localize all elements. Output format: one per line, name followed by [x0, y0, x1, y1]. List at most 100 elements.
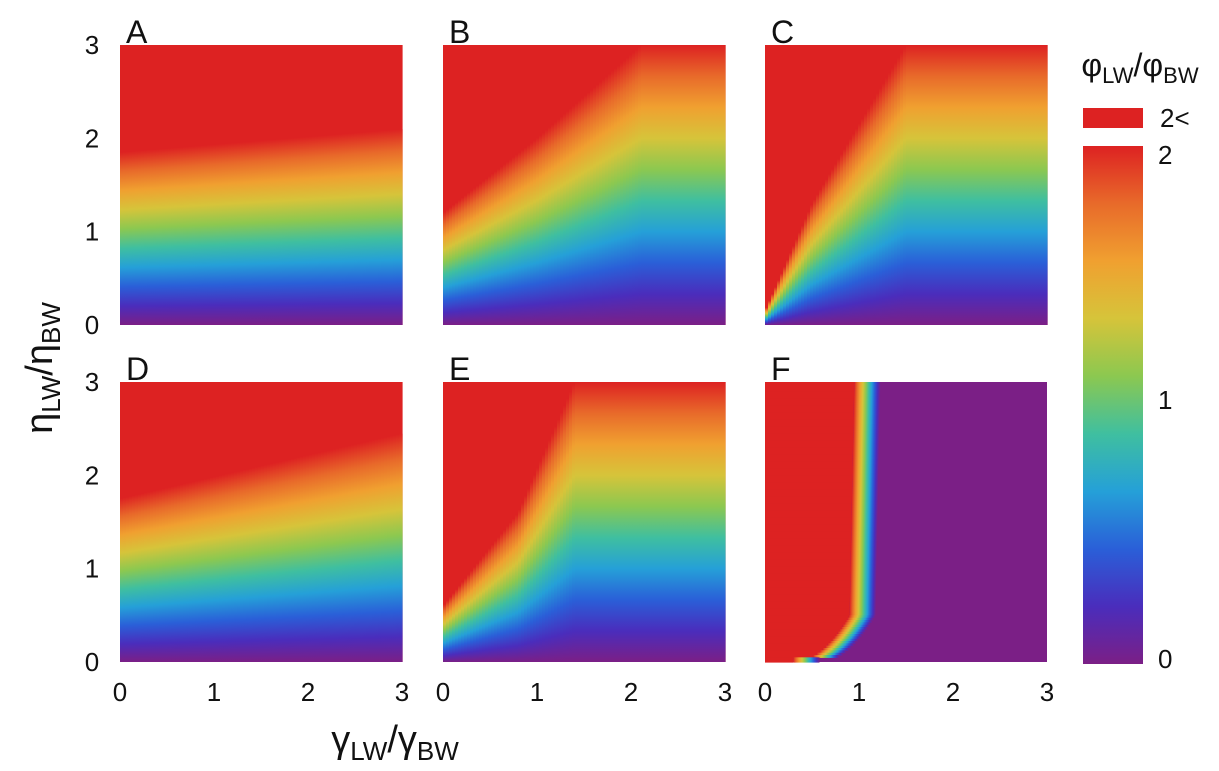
heatmap-column — [1041, 45, 1045, 325]
heatmap-column — [144, 492, 148, 662]
heatmap-column — [464, 578, 468, 662]
y-tick-label: 2 — [85, 460, 99, 490]
heatmap-column — [545, 129, 549, 325]
heatmap-column — [629, 54, 633, 325]
heatmap-column — [683, 382, 687, 662]
heatmap-row-red — [765, 449, 853, 453]
heatmap-row-red — [765, 659, 794, 663]
heatmap-row-transition — [835, 634, 863, 637]
heatmap-column — [545, 447, 549, 662]
heatmap-row-transition — [849, 608, 877, 612]
heatmap-column — [620, 62, 624, 325]
heatmap-column — [138, 150, 142, 325]
heatmap-column — [204, 145, 208, 325]
heatmap-column — [291, 458, 295, 662]
heatmap-column — [198, 145, 202, 325]
heatmap-column — [1005, 45, 1009, 325]
heatmap-column — [524, 495, 528, 662]
heatmap-column — [602, 78, 606, 325]
heatmap-column — [360, 442, 364, 662]
heatmap-row-red — [765, 547, 851, 551]
heatmap-panel-e: E — [443, 351, 726, 662]
heatmap-column — [210, 144, 214, 325]
heatmap-column — [611, 70, 615, 326]
heatmap-column — [578, 100, 582, 325]
heatmap-column — [527, 488, 531, 662]
heatmap-row-transition — [853, 426, 880, 430]
heatmap-column — [225, 473, 229, 662]
heatmap-column — [363, 132, 367, 325]
heatmap-column — [969, 45, 973, 325]
heatmap-cell-red — [491, 382, 495, 662]
heatmap-column — [366, 131, 370, 325]
heatmap-cell-red — [801, 45, 805, 325]
heatmap-column — [345, 446, 349, 662]
heatmap-row-red — [765, 624, 843, 628]
heatmap-column — [846, 143, 850, 325]
heatmap-row-red — [765, 545, 851, 549]
heatmap-row-transition — [851, 510, 879, 514]
panel-label-f: F — [771, 351, 791, 387]
y-tick-label: 1 — [85, 554, 99, 584]
heatmap-column — [488, 548, 492, 662]
heatmap-column — [396, 434, 400, 662]
heatmap-row-red — [765, 596, 850, 600]
heatmap-column — [1044, 45, 1048, 325]
y-tick-label: 3 — [85, 30, 99, 60]
heatmap-column — [336, 134, 340, 325]
heatmap-row-red — [765, 393, 855, 397]
heatmap-column — [375, 131, 379, 325]
heatmap-column — [372, 439, 376, 662]
heatmap-row-transition — [853, 445, 880, 448]
heatmap-column — [563, 405, 567, 662]
heatmap-column — [500, 166, 504, 325]
heatmap-cell-red — [449, 45, 453, 325]
panel-label-a: A — [126, 14, 148, 50]
heatmap-column — [327, 135, 331, 325]
heatmap-column — [849, 138, 853, 325]
x-axis-label: γLW/γBW — [331, 719, 459, 766]
heatmap-column — [557, 119, 561, 326]
heatmap-column — [270, 463, 274, 662]
heatmap-row-transition — [851, 501, 879, 504]
heatmap-column — [915, 45, 919, 325]
heatmap-row-transition — [853, 440, 880, 444]
heatmap-cell-red — [786, 45, 790, 325]
heatmap-cell-red — [494, 382, 498, 662]
heatmap-column — [704, 45, 708, 325]
heatmap-row-transition — [849, 610, 876, 614]
heatmap-column — [650, 382, 654, 662]
heatmap-cell-red — [458, 382, 462, 662]
heatmap-column — [195, 146, 199, 325]
heatmap-row-transition — [850, 568, 877, 572]
heatmap-row-transition — [853, 403, 881, 406]
heatmap-column — [894, 62, 898, 325]
heatmap-column — [279, 139, 283, 325]
heatmap-column — [330, 449, 334, 662]
heatmap-column — [129, 151, 133, 325]
heatmap-column — [449, 596, 453, 662]
heatmap-cell-red — [443, 45, 447, 325]
heatmap-row-red — [765, 456, 853, 460]
heatmap-row-transition — [854, 391, 881, 395]
x-tick-label: 0 — [113, 677, 127, 707]
heatmap-column — [981, 45, 985, 325]
heatmap-cell-red — [446, 382, 450, 662]
heatmap-column — [572, 384, 576, 662]
heatmap-row-red — [765, 634, 836, 637]
heatmap-cell-red — [461, 45, 465, 325]
y-axis-label: ηLW/ηBW — [19, 302, 66, 434]
heatmap-column — [237, 471, 241, 662]
heatmap-column — [623, 382, 627, 662]
heatmap-row-transition — [851, 529, 878, 532]
heatmap-column — [243, 142, 247, 325]
y-tick-labels: 0 1 2 3 0 1 2 3 — [85, 30, 99, 677]
heatmap-column — [330, 134, 334, 325]
x-tick-label: 1 — [530, 677, 544, 707]
heatmap-column — [984, 45, 988, 325]
heatmap-row-red — [765, 496, 852, 500]
heatmap-column — [662, 45, 666, 325]
heatmap-column — [554, 426, 558, 662]
heatmap-row-red — [765, 589, 851, 593]
heatmap-column — [153, 490, 157, 662]
